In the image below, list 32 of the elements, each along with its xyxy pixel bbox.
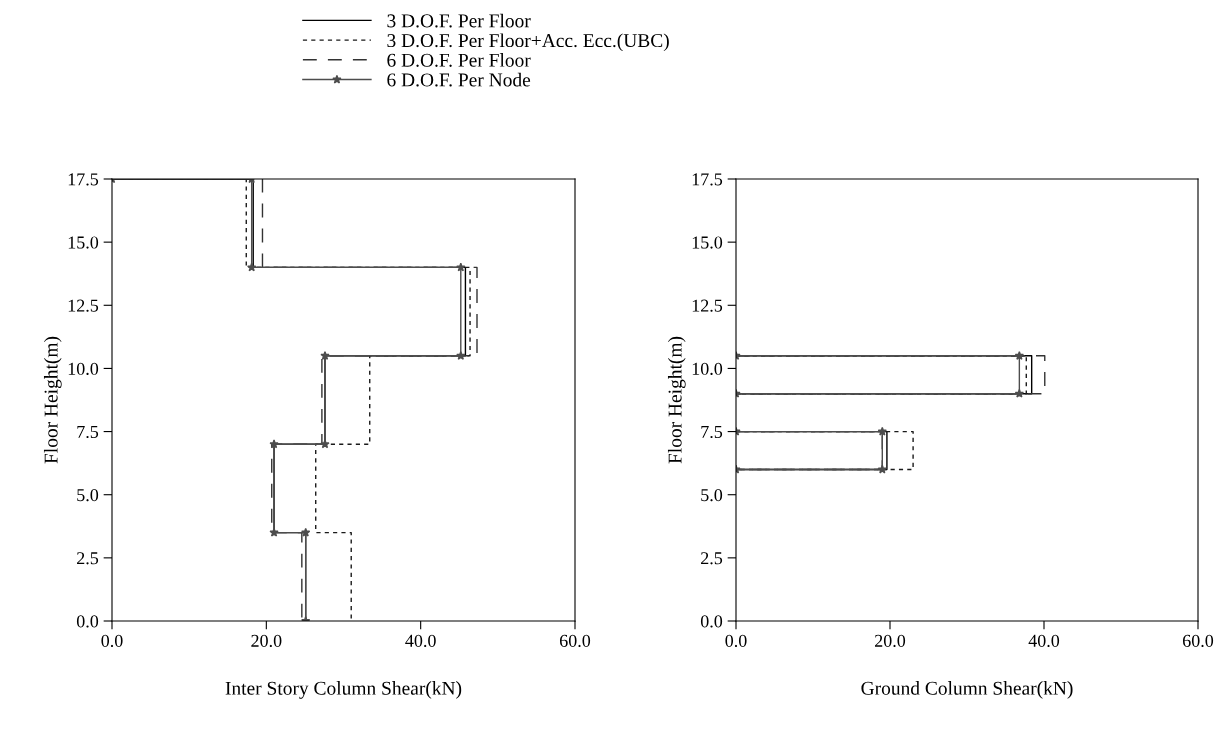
y-tick-label: 17.5 (68, 173, 99, 186)
y-tick-label: 0.0 (76, 615, 99, 628)
x-axis-title: Inter Story Column Shear(kN) (225, 681, 462, 699)
y-tick-label: 12.5 (68, 299, 99, 312)
legend-label: 6 D.O.F. Per Node (387, 72, 531, 87)
y-tick-label: 2.5 (701, 552, 723, 565)
y-tick-label: 15.0 (68, 236, 99, 249)
x-tick-label: 40.0 (405, 634, 436, 647)
x-tick-label: 20.0 (874, 634, 906, 647)
y-tick-label: 12.5 (692, 299, 723, 312)
legend-label: 3 D.O.F. Per Floor+Acc. Ecc.(UBC) (387, 33, 669, 52)
y-tick-label: 7.5 (77, 426, 99, 439)
y-axis-title: Floor Height(m) (43, 336, 62, 464)
legend-label: 3 D.O.F. Per Floor (387, 13, 531, 28)
y-tick-label: 7.5 (701, 426, 723, 439)
legend-label: 6 D.O.F. Per Floor (387, 53, 531, 67)
y-tick-label: 17.5 (692, 173, 723, 186)
y-axis-title: Floor Height(m) (667, 336, 686, 464)
y-tick-label: 10.0 (692, 362, 723, 375)
x-tick-label: 20.0 (251, 634, 282, 647)
y-tick-label: 5.0 (701, 488, 723, 502)
x-tick-label: 0.0 (725, 634, 747, 647)
y-tick-label: 10.0 (68, 362, 99, 375)
y-tick-label: 0.0 (700, 615, 723, 628)
y-tick-label: 5.0 (77, 488, 99, 502)
x-tick-label: 40.0 (1028, 634, 1060, 647)
x-axis-title: Ground Column Shear(kN) (861, 681, 1073, 699)
x-tick-label: 60.0 (559, 634, 591, 647)
x-tick-label: 60.0 (1182, 634, 1214, 647)
y-tick-label: 2.5 (77, 552, 99, 565)
y-tick-label: 15.0 (692, 236, 723, 249)
x-tick-label: 0.0 (101, 634, 123, 647)
